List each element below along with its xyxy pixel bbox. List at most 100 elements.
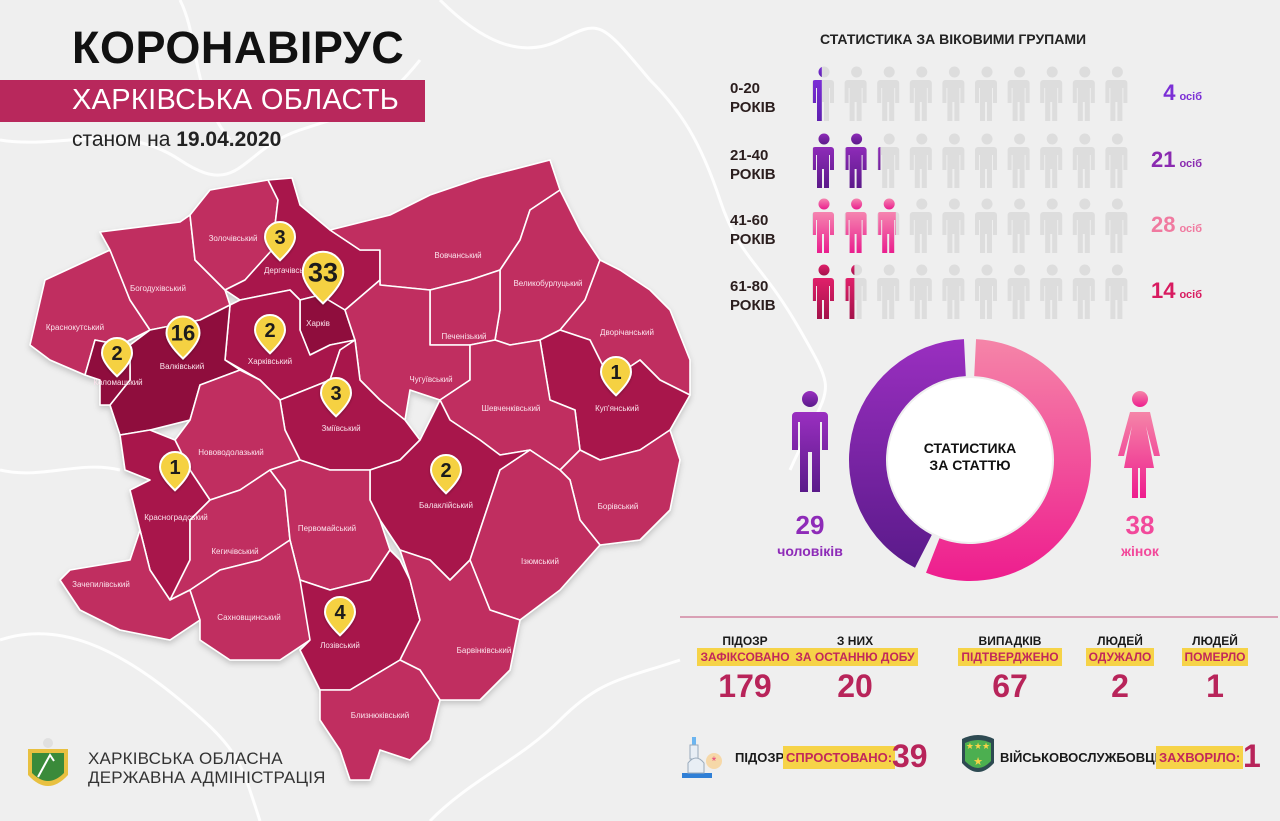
age-count-value: 28: [1150, 212, 1176, 237]
person-icon-filled: [878, 147, 881, 170]
date-prefix: станом на: [72, 128, 171, 151]
person-icon: [1040, 264, 1063, 319]
case-pin-kharkivskyi[interactable]: 2: [253, 314, 287, 355]
age-group-figures: [812, 198, 1128, 253]
age-group-count: 14 осіб: [1112, 278, 1202, 304]
divider: [680, 616, 1278, 618]
person-icon: [1072, 198, 1095, 253]
age-group-label: 21-40 РОКІВ: [730, 146, 776, 184]
district-label-kehychivskyi: Кегичівський: [211, 547, 258, 556]
pin-marker-icon: [100, 337, 134, 378]
district-chuhuivskyi[interactable]: [344, 279, 471, 421]
case-pin-lozivskyi[interactable]: 4: [323, 596, 357, 637]
district-barvinkivskyi[interactable]: [399, 549, 521, 701]
person-icon-filled: [813, 264, 834, 319]
person-icon-filled: [845, 133, 867, 188]
person-icon: [975, 66, 997, 121]
pin-marker-icon: [158, 451, 192, 492]
person-icon: [1007, 198, 1030, 253]
case-pin-krasnohradskyi[interactable]: 1: [158, 451, 192, 492]
age-range: 41-60: [730, 212, 769, 229]
person-icon: [877, 264, 900, 319]
donut-segment-female: [926, 339, 1091, 581]
district-label-bohodukhivskyi: Богодухівський: [130, 284, 186, 293]
district-label-valkivskyi: Валківський: [160, 362, 205, 371]
gender-donut-chart: [792, 339, 1160, 581]
case-pin-valkivskyi[interactable]: 16: [165, 315, 201, 360]
military-badge-icon: ★★★ ★: [962, 735, 994, 772]
stat-value: 179: [718, 668, 772, 704]
district-label-balakliiskyi: Балаклійський: [419, 501, 473, 510]
case-pin-zmiivskyi[interactable]: 3: [319, 377, 353, 418]
pin-count: 16: [171, 321, 195, 346]
district-label-pervomaiskyi: Первомайський: [298, 524, 356, 533]
stat-highlight: ОДУЖАЛО: [1085, 648, 1155, 666]
person-icon: [1007, 264, 1030, 319]
military-label: ВІЙСЬКОВОСЛУЖБОВЦІВ: [1000, 750, 1168, 765]
person-icon: [1040, 66, 1063, 121]
coat-of-arms-icon: [28, 738, 68, 786]
age-suffix: РОКІВ: [730, 231, 776, 248]
district-label-krasnohradskyi: Красноградський: [144, 513, 208, 522]
pin-marker-icon: [319, 377, 353, 418]
district-label-kupianskyi: Куп'янський: [595, 404, 639, 413]
age-group-count: 28 осіб: [1112, 212, 1202, 238]
male-icon: [792, 391, 828, 492]
district-label-kharkivskyi: Харківський: [248, 357, 292, 366]
person-icon: [1105, 66, 1128, 121]
district-label-novovodolazkyi: Нововодолазький: [198, 448, 264, 457]
age-group-label: 41-60 РОКІВ: [730, 211, 776, 249]
age-suffix: РОКІВ: [730, 297, 776, 314]
person-icon: [975, 133, 997, 188]
district-label-kharkiv: Харків: [306, 319, 330, 328]
case-pin-kolomatskyi[interactable]: 2: [100, 337, 134, 378]
district-label-derhachivskyi: Дергачівський: [264, 266, 316, 275]
female-label: жінок: [1121, 543, 1159, 559]
summary-stat: ПІДОЗР ЗАФІКСОВАНО 179: [675, 634, 815, 704]
district-blyzniukivskyi[interactable]: [319, 659, 441, 781]
male-count: 29: [795, 510, 825, 540]
person-icon: [942, 66, 965, 121]
pin-marker-icon: [429, 454, 463, 495]
person-icon: [1007, 66, 1030, 121]
district-label-kolomatskyi: Коломацький: [93, 378, 142, 387]
district-label-dvorichanskyi: Дворічанський: [600, 328, 654, 337]
age-range: 0-20: [730, 80, 761, 97]
person-icon: [942, 198, 965, 253]
page-subtitle: ХАРКІВСЬКА ОБЛАСТЬ: [72, 84, 400, 116]
org-line2: ДЕРЖАВНА АДМІНІСТРАЦІЯ: [88, 768, 326, 787]
subtitle-band: [0, 80, 425, 122]
district-zachepylivskyi[interactable]: [59, 529, 201, 641]
age-suffix: РОКІВ: [730, 166, 776, 183]
stat-highlight: ЗАФІКСОВАНО: [697, 648, 793, 666]
female-count: 38: [1125, 510, 1155, 540]
person-icon: [1105, 264, 1128, 319]
stat-value: 20: [837, 668, 873, 704]
svg-text:★: ★: [973, 756, 983, 768]
age-suffix: РОКІВ: [730, 99, 776, 116]
case-pin-derhachivskyi[interactable]: 3: [263, 221, 297, 262]
person-icon-filled: [813, 66, 822, 121]
summary-stat: ЛЮДЕЙ ОДУЖАЛО 2: [1050, 634, 1190, 704]
case-pin-kupianskyi[interactable]: 1: [599, 356, 633, 397]
org-line1: ХАРКІВСЬКА ОБЛАСНА: [88, 749, 283, 768]
district-iziumskyi[interactable]: [469, 449, 601, 621]
pin-count: 1: [169, 457, 180, 479]
case-pin-kharkiv[interactable]: 33: [301, 250, 345, 305]
summary-stat: ВИПАДКІВ ПІДТВЕРДЖЕНО 67: [940, 634, 1080, 704]
district-label-borivskyi: Борівський: [598, 502, 639, 511]
stat-caption: ЛЮДЕЙ: [1097, 634, 1143, 648]
refuted-label: ПІДОЗР: [735, 750, 785, 765]
person-icon: [909, 264, 932, 319]
summary-stat: З НИХ ЗА ОСТАННЮ ДОБУ 20: [785, 634, 925, 704]
pin-count: 3: [330, 383, 341, 405]
male-label: чоловіків: [777, 543, 843, 559]
case-pin-balakliiskyi[interactable]: 2: [429, 454, 463, 495]
age-count-unit: осіб: [1179, 158, 1202, 170]
district-label-vovchanskyi: Вовчанський: [434, 251, 481, 260]
person-icon: [877, 133, 900, 188]
age-group-label: 61-80 РОКІВ: [730, 277, 776, 315]
refuted-value: 39: [892, 738, 928, 774]
district-label-velykoburlutskyi: Великобурлуцький: [513, 279, 582, 288]
person-icon-filled: [878, 198, 896, 253]
